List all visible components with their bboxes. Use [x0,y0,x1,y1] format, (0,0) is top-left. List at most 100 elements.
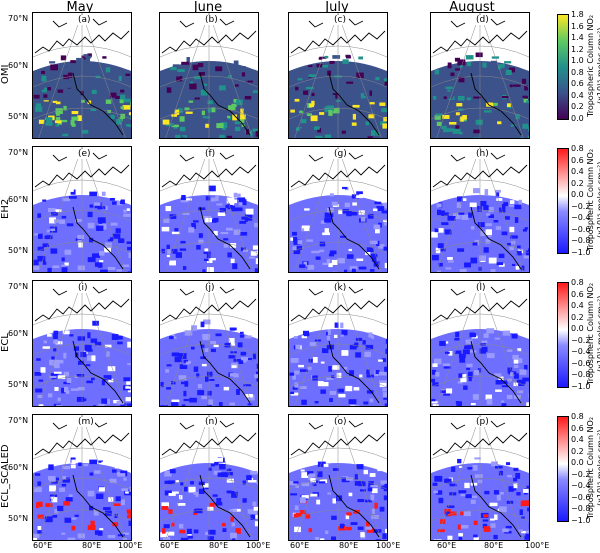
data-cell [337,388,344,393]
data-cell [437,243,444,249]
data-cell [127,124,131,127]
data-cell [226,227,233,231]
data-cell [348,248,352,252]
data-cell [231,74,236,80]
data-cell [327,95,336,100]
data-cell [113,503,121,506]
data-cell [67,72,73,78]
colorbar [557,282,569,388]
panel-label: (i) [77,283,89,293]
data-cell [126,380,131,385]
data-cell [206,267,214,272]
data-cell [208,67,214,70]
column-title-june: June [193,0,223,15]
data-cell [478,255,486,261]
data-cell [230,532,237,539]
data-cell [249,510,258,515]
data-cell [165,206,172,212]
data-cell [319,479,328,483]
data-cell [76,396,85,402]
data-cell [229,202,235,206]
data-cell [187,528,192,535]
panel-label: (h) [475,149,490,159]
data-cell [470,403,476,406]
data-cell [193,491,198,495]
data-cell [200,344,205,348]
data-cell [507,103,511,107]
panel-label: (l) [475,283,487,293]
data-cell [245,208,254,215]
data-cell [309,103,314,108]
data-cell [122,532,129,535]
data-cell [232,114,237,121]
longitude-line [165,281,210,406]
map-field [33,281,131,406]
data-cell [382,107,386,111]
data-cell [323,348,329,354]
data-cell [295,485,299,488]
map-field [33,415,131,540]
data-cell [294,370,300,375]
map-field [160,13,258,138]
data-cell [77,115,82,121]
data-cell [33,487,42,493]
panel-label: (p) [475,417,490,427]
colorbar-tick: −0.8 [571,504,591,514]
data-cell [115,95,121,99]
data-cell [321,127,328,133]
data-cell [354,481,362,486]
data-cell [383,396,387,400]
data-cell [345,514,350,520]
data-cell [67,537,76,540]
data-cell [373,224,381,230]
data-cell [315,81,320,85]
data-cell [89,204,94,208]
lon-label-80e: 80°E [339,541,359,550]
data-cell [180,537,189,540]
data-cell [521,265,525,271]
data-cell [513,359,519,364]
data-cell [376,240,380,246]
data-cell [458,536,463,540]
data-cell [528,248,529,252]
data-cell [369,240,378,245]
data-cell [455,332,460,338]
data-cell [92,320,99,326]
data-cell [190,81,194,86]
data-cell [521,78,527,84]
data-cell [456,202,462,208]
data-cell [466,367,471,371]
data-cell [346,526,352,531]
data-cell [36,502,40,509]
data-cell [343,366,348,370]
data-cell [432,363,438,367]
data-cell [490,518,495,521]
data-cell [116,269,123,272]
lon-label-60e: 60°E [290,541,310,550]
data-cell [498,64,502,70]
data-cell [123,209,127,213]
longitude-line [479,13,524,138]
data-cell [342,59,349,64]
data-cell [45,503,53,508]
data-cell [367,487,373,492]
longitude-line [81,13,126,138]
data-cell [48,477,55,481]
data-cell [98,460,103,463]
data-cell [239,118,245,124]
data-cell [235,193,241,197]
data-cell [229,509,237,512]
lon-label-100e: 100°E [246,541,271,550]
data-cell [381,210,387,214]
data-cell [167,531,175,536]
data-cell [248,256,256,259]
data-cell [34,372,42,376]
data-cell [55,117,61,123]
data-cell [66,378,72,384]
data-cell [116,119,122,125]
data-cell [337,258,345,264]
longitude-line [81,415,126,540]
data-cell [96,493,104,499]
data-cell [103,507,111,510]
panel-label: (e) [77,149,92,159]
